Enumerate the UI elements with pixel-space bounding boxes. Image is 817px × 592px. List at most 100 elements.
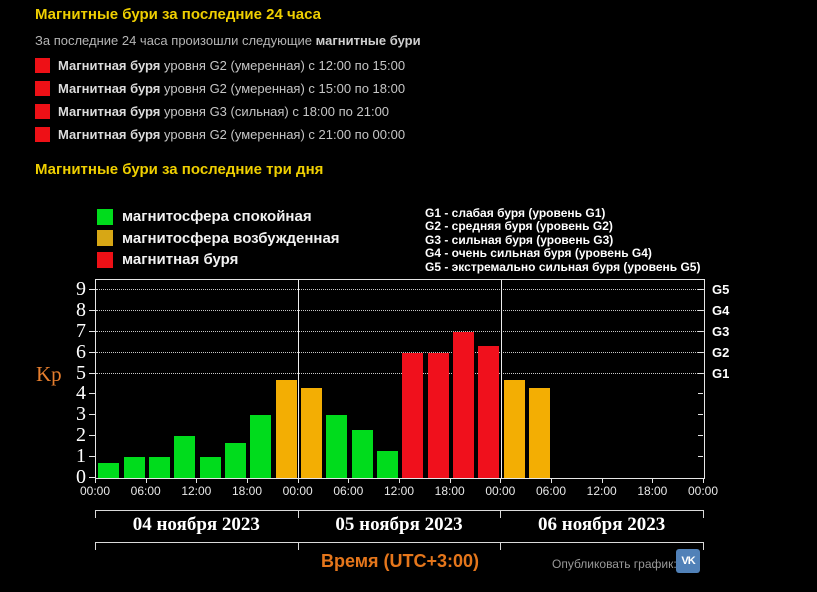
legend-label: магнитная буря (122, 251, 239, 268)
y-tick-right (698, 435, 703, 437)
y-tick-left (89, 372, 95, 374)
y-tick-label: 4 (76, 382, 86, 405)
kp-bar-chart-plot (95, 279, 705, 479)
y-tick-left (89, 435, 95, 437)
x-tick-label: 06:00 (130, 484, 161, 498)
x-tick (601, 478, 603, 483)
x-tick (551, 478, 552, 483)
x-tick-label: 06:00 (333, 484, 364, 498)
right-axis-label-G5: G5 (712, 282, 730, 297)
gridline-kp9 (96, 289, 704, 290)
y-tick-label: 8 (76, 298, 86, 321)
date-label: 06 ноября 2023 (538, 514, 666, 535)
storm-level-swatch (35, 103, 50, 119)
legend-swatch-quiet (97, 208, 113, 225)
gridline-kp6 (96, 351, 704, 353)
publish-chart-label: Опубликовать график: (552, 557, 677, 571)
y-tick-right (698, 456, 703, 458)
g-legend-line: G3 - сильная буря (уровень G3) (425, 232, 614, 247)
gridline-kp7 (96, 330, 704, 332)
x-tick-label: 12:00 (383, 484, 415, 498)
kp-bar (174, 436, 196, 478)
x-tick-label: 18:00 (434, 484, 465, 498)
gridline-kp8 (96, 309, 704, 311)
x-tick (399, 478, 400, 483)
storm-event-text: Магнитная буря уровня G2 (умеренная) с 1… (58, 80, 406, 96)
date-band-tick (95, 510, 96, 518)
legend-label: магнитосфера возбужденная (122, 229, 340, 247)
kp-bar (250, 415, 272, 478)
y-tick-right (698, 372, 703, 374)
y-tick-right (698, 351, 703, 353)
legend-label: магнитосфера спокойная (122, 208, 312, 225)
x-tick-label: 00:00 (687, 484, 719, 498)
y-tick-right (698, 414, 703, 416)
x-tick (247, 478, 248, 483)
y-tick-left (89, 477, 95, 478)
kp-bar (123, 457, 145, 478)
date-band-rule (95, 542, 703, 543)
date-band-tick (297, 510, 299, 518)
legend-item-active: магнитосфера возбужденная (97, 230, 340, 247)
legend-swatch-storm (97, 251, 113, 268)
y-tick-left (89, 289, 95, 290)
storm-level-swatch (35, 57, 50, 73)
storm-event-item: Магнитная буря уровня G2 (умеренная) с 1… (35, 80, 405, 96)
kp-bar (452, 331, 474, 478)
date-band-tick (703, 510, 704, 518)
subtitle-bold-text: магнитные бури (315, 33, 421, 48)
kp-bar (427, 352, 449, 478)
g-legend-line: G5 - экстремально сильная буря (уровень … (425, 259, 701, 274)
x-tick-label: 00:00 (79, 484, 111, 498)
date-band-tick (500, 542, 502, 550)
y-tick-left (89, 351, 95, 353)
y-tick-label: 2 (76, 424, 86, 447)
kp-bar (224, 442, 246, 478)
date-band-rule (95, 510, 703, 511)
subtitle-text: За последние 24 часа произошли следующие (35, 33, 316, 48)
kp-bar (528, 388, 550, 478)
y-tick-left (89, 330, 95, 332)
storm-event-item: Магнитная буря уровня G2 (умеренная) с 1… (35, 57, 405, 73)
date-band-tick (500, 510, 502, 518)
y-tick-left (89, 414, 95, 416)
y-tick-right (698, 393, 703, 395)
x-tick (652, 478, 654, 483)
storm-event-text: Магнитная буря уровня G3 (сильная) с 18:… (58, 103, 390, 119)
y-tick-label: 9 (76, 278, 86, 300)
kp-bar (275, 379, 297, 478)
right-axis-label-G2: G2 (712, 344, 730, 360)
day-separator (298, 280, 300, 478)
x-tick-label: 00:00 (485, 484, 516, 498)
date-band-tick (297, 542, 299, 550)
g-legend-line: G4 - очень сильная буря (уровень G4) (425, 246, 652, 260)
report-24h-title: Магнитные бури за последние 24 часа (35, 6, 321, 23)
x-tick (500, 478, 502, 483)
y-tick-right (698, 289, 703, 290)
kp-bar (199, 457, 221, 478)
x-tick (95, 478, 96, 483)
storm-event-item: Магнитная буря уровня G2 (умеренная) с 2… (35, 126, 405, 142)
kp-bar (503, 379, 525, 478)
kp-bar (98, 463, 120, 478)
date-band-tick (95, 542, 96, 550)
day-separator (500, 280, 502, 478)
vk-share-icon[interactable]: VK (676, 549, 700, 573)
x-axis-title: Время (UTC+3:00) (320, 551, 480, 571)
y-tick-label: 3 (76, 403, 86, 426)
x-tick-label: 18:00 (637, 484, 668, 498)
y-tick-left (89, 393, 95, 395)
y-tick-left (89, 456, 95, 458)
y-tick-label: 6 (76, 340, 86, 363)
right-axis-label-G3: G3 (712, 323, 730, 339)
x-tick-label: 12:00 (586, 484, 617, 498)
gridline-kp5 (96, 372, 704, 374)
legend-item-storm: магнитная буря (97, 251, 238, 268)
x-tick (703, 478, 704, 483)
x-tick-label: 00:00 (282, 484, 313, 498)
storm-level-swatch (35, 80, 50, 96)
legend-swatch-active (97, 230, 113, 246)
storm-level-swatch (35, 126, 50, 142)
kp-bar (148, 457, 170, 478)
